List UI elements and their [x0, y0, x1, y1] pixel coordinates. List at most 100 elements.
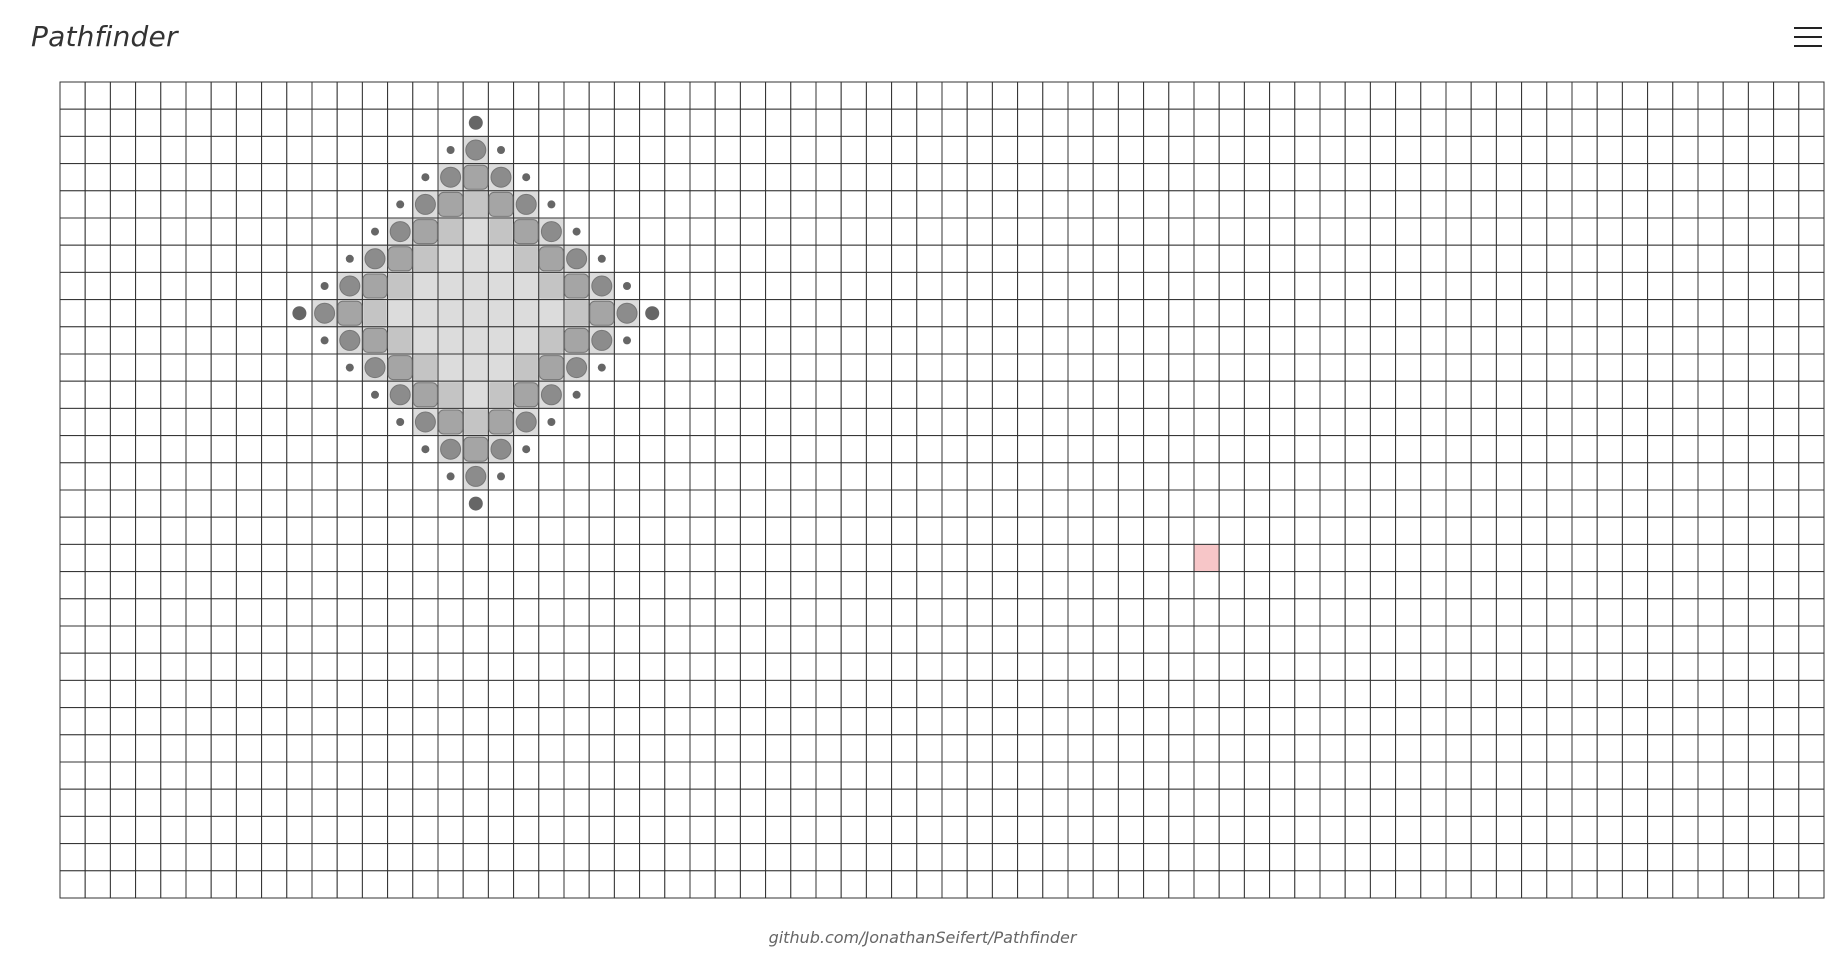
grid-cell[interactable] — [588, 652, 615, 681]
grid-cell[interactable] — [135, 299, 162, 328]
grid-cell[interactable] — [1621, 326, 1649, 355]
grid-cell[interactable] — [1042, 761, 1069, 790]
grid-cell[interactable] — [1193, 135, 1220, 165]
grid-cell[interactable] — [765, 571, 792, 600]
grid-cell[interactable] — [1092, 571, 1119, 600]
grid-cell[interactable] — [1395, 761, 1422, 790]
grid-cell[interactable] — [1168, 489, 1195, 518]
grid-cell[interactable] — [1168, 217, 1195, 246]
grid-cell[interactable] — [1470, 571, 1497, 600]
grid-cell[interactable] — [865, 598, 893, 627]
grid-cell[interactable] — [487, 734, 515, 763]
grid-cell[interactable] — [1067, 571, 1094, 600]
grid-cell[interactable] — [1092, 163, 1119, 192]
grid-cell[interactable] — [739, 761, 767, 790]
grid-cell[interactable] — [1571, 788, 1598, 817]
grid-cell[interactable] — [1773, 353, 1800, 382]
grid-cell[interactable] — [1117, 326, 1145, 355]
grid-cell[interactable] — [1596, 652, 1623, 681]
grid-cell[interactable] — [135, 81, 162, 110]
grid-cell[interactable] — [135, 108, 162, 137]
grid-cell[interactable] — [1521, 571, 1548, 600]
grid-cell[interactable] — [588, 870, 615, 899]
grid-cell[interactable] — [361, 761, 389, 790]
grid-cell[interactable] — [1470, 217, 1497, 246]
grid-cell[interactable] — [1773, 489, 1800, 518]
grid-cell[interactable] — [84, 135, 111, 165]
grid-cell[interactable] — [135, 679, 162, 709]
grid-cell[interactable] — [361, 163, 389, 192]
grid-cell[interactable] — [84, 489, 111, 518]
grid-cell[interactable] — [1420, 407, 1447, 437]
grid-cell[interactable] — [1672, 652, 1699, 681]
grid-cell[interactable] — [1445, 353, 1472, 382]
grid-cell[interactable] — [210, 516, 237, 545]
grid-cell[interactable] — [1571, 217, 1598, 246]
grid-cell[interactable] — [437, 244, 464, 273]
grid-cell[interactable] — [991, 353, 1019, 382]
grid-cell[interactable] — [1470, 788, 1497, 817]
grid-cell[interactable] — [1722, 435, 1749, 464]
grid-cell[interactable] — [689, 543, 716, 573]
grid-cell[interactable] — [1747, 489, 1775, 518]
grid-cell[interactable] — [1773, 571, 1800, 600]
grid-cell[interactable] — [891, 870, 918, 899]
grid-cell[interactable] — [185, 81, 212, 110]
grid-cell[interactable] — [765, 761, 792, 790]
grid-cell[interactable] — [1596, 843, 1623, 872]
grid-cell[interactable] — [59, 679, 86, 709]
grid-cell[interactable] — [765, 707, 792, 736]
grid-cell[interactable] — [613, 707, 641, 736]
grid-cell[interactable] — [1722, 353, 1749, 382]
grid-cell[interactable] — [487, 843, 515, 872]
grid-cell[interactable] — [1773, 163, 1800, 192]
grid-cell[interactable] — [1243, 598, 1271, 627]
grid-cell[interactable] — [462, 652, 489, 681]
grid-cell[interactable] — [1243, 353, 1271, 382]
grid-cell[interactable] — [185, 299, 212, 328]
grid-cell[interactable] — [1294, 489, 1321, 518]
grid-cell[interactable] — [59, 489, 86, 518]
grid-cell[interactable] — [916, 435, 943, 464]
grid-cell[interactable] — [1117, 815, 1145, 845]
grid-cell[interactable] — [639, 734, 666, 763]
grid-cell[interactable] — [664, 571, 691, 600]
grid-cell[interactable] — [1420, 870, 1447, 899]
grid-cell[interactable] — [109, 679, 137, 709]
grid-cell[interactable] — [109, 81, 137, 110]
grid-cell[interactable] — [1017, 407, 1044, 437]
grid-cell[interactable] — [1420, 81, 1447, 110]
grid-cell[interactable] — [210, 135, 237, 165]
grid-cell[interactable] — [387, 625, 414, 654]
grid-cell[interactable] — [538, 516, 565, 545]
grid-cell[interactable] — [916, 761, 943, 790]
grid-cell[interactable] — [790, 271, 817, 301]
grid-cell[interactable] — [59, 462, 86, 491]
grid-cell[interactable] — [588, 815, 615, 845]
grid-cell[interactable] — [1773, 108, 1800, 137]
grid-cell[interactable] — [286, 679, 313, 709]
grid-cell[interactable] — [1143, 679, 1170, 709]
grid-cell[interactable] — [1470, 489, 1497, 518]
grid-cell[interactable] — [311, 81, 338, 110]
grid-cell[interactable] — [941, 734, 968, 763]
grid-cell[interactable] — [1596, 163, 1623, 192]
grid-cell[interactable] — [1798, 788, 1825, 817]
grid-cell[interactable] — [437, 870, 464, 899]
grid-cell[interactable] — [487, 788, 515, 817]
grid-cell[interactable] — [1722, 299, 1749, 328]
grid-cell[interactable] — [1269, 407, 1296, 437]
grid-cell[interactable] — [84, 353, 111, 382]
grid-cell[interactable] — [714, 843, 741, 872]
grid-cell[interactable] — [840, 761, 867, 790]
grid-cell[interactable] — [462, 734, 489, 763]
grid-cell[interactable] — [437, 707, 464, 736]
grid-cell[interactable] — [1243, 108, 1271, 137]
grid-cell[interactable] — [160, 299, 187, 328]
grid-cell[interactable] — [1546, 326, 1573, 355]
grid-cell[interactable] — [639, 707, 666, 736]
grid-cell[interactable] — [840, 571, 867, 600]
grid-cell[interactable] — [1571, 190, 1598, 219]
grid-cell[interactable] — [135, 326, 162, 355]
grid-cell[interactable] — [1042, 679, 1069, 709]
